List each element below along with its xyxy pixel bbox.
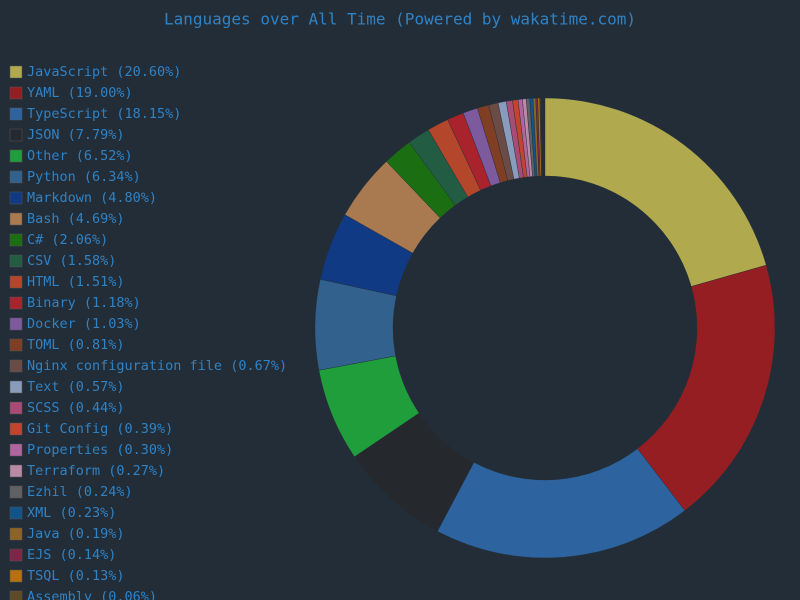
legend-swatch [9, 296, 23, 310]
legend-swatch [9, 485, 23, 499]
legend-swatch [9, 317, 23, 331]
legend-label: TOML (0.81%) [27, 337, 125, 353]
legend-label: Binary (1.18%) [27, 295, 141, 311]
legend-label: Other (6.52%) [27, 148, 133, 164]
slice [437, 448, 686, 559]
legend-label: Terraform (0.27%) [27, 463, 165, 479]
chart-title: Languages over All Time (Powered by waka… [164, 10, 636, 29]
legend-label: Git Config (0.39%) [27, 421, 173, 437]
legend-label: Properties (0.30%) [27, 442, 173, 458]
legend-swatch [9, 359, 23, 373]
legend-label: C# (2.06%) [27, 232, 108, 248]
legend-swatch [9, 170, 23, 184]
legend-label: SCSS (0.44%) [27, 400, 125, 416]
legend-swatch [9, 233, 23, 247]
legend-swatch [9, 149, 23, 163]
legend-label: TSQL (0.13%) [27, 568, 125, 584]
legend-swatch [9, 107, 23, 121]
legend-swatch [9, 527, 23, 541]
slice [539, 97, 543, 177]
legend-swatch [9, 548, 23, 562]
legend-label: Java (0.19%) [27, 526, 125, 542]
legend-label: JavaScript (20.60%) [27, 64, 181, 80]
legend-label: TypeScript (18.15%) [27, 106, 181, 122]
legend-label: JSON (7.79%) [27, 127, 125, 143]
legend-swatch [9, 191, 23, 205]
legend-label: HTML (1.51%) [27, 274, 125, 290]
legend-swatch [9, 569, 23, 583]
legend-label: YAML (19.00%) [27, 85, 133, 101]
legend-swatch [9, 590, 23, 600]
legend-swatch [9, 443, 23, 457]
legend-swatch [9, 401, 23, 415]
legend-swatch [9, 86, 23, 100]
legend-swatch [9, 275, 23, 289]
legend-label: Nginx configuration file (0.67%) [27, 358, 287, 374]
legend-label: Docker (1.03%) [27, 316, 141, 332]
legend-label: Ezhil (0.24%) [27, 484, 133, 500]
legend-swatch [9, 506, 23, 520]
legend-label: Bash (4.69%) [27, 211, 125, 227]
legend-label: CSV (1.58%) [27, 253, 116, 269]
legend-swatch [9, 422, 23, 436]
legend-swatch [9, 128, 23, 142]
legend-swatch [9, 65, 23, 79]
legend-label: Markdown (4.80%) [27, 190, 157, 206]
legend-swatch [9, 338, 23, 352]
legend-label: Text (0.57%) [27, 379, 125, 395]
legend-label: Assembly (0.06%) [27, 589, 157, 600]
legend-label: Python (6.34%) [27, 169, 141, 185]
legend-swatch [9, 464, 23, 478]
legend-label: XML (0.23%) [27, 505, 116, 521]
legend-swatch [9, 212, 23, 226]
legend-swatch [9, 254, 23, 268]
legend-swatch [9, 380, 23, 394]
legend-label: EJS (0.14%) [27, 547, 116, 563]
